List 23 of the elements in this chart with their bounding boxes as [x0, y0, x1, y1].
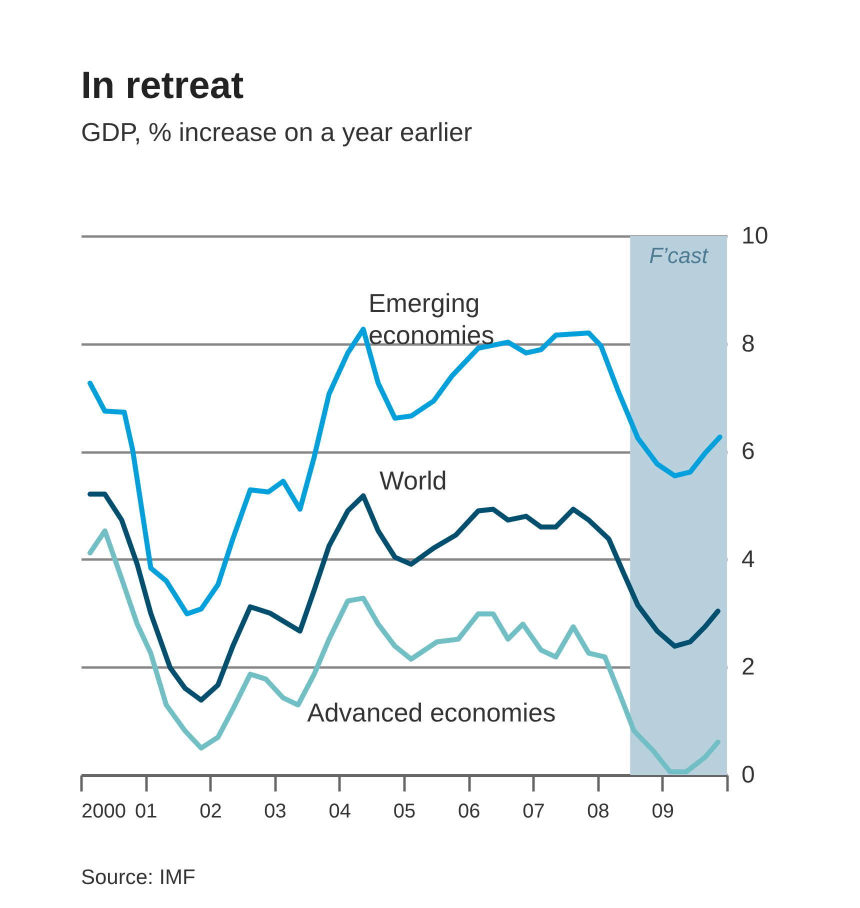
- x-tick-label: 01: [134, 800, 158, 822]
- x-tick-label: 2000: [82, 800, 126, 822]
- y-tick-label: 6: [742, 438, 755, 466]
- source-note: Source: IMF: [81, 866, 196, 889]
- series-label: Advanced economies: [307, 697, 556, 728]
- y-tick-label: 2: [742, 654, 755, 681]
- y-tick-label: 8: [742, 330, 755, 358]
- y-tick-label: 0: [742, 762, 755, 788]
- series-label: Emerging economies: [368, 288, 494, 350]
- x-tick-label: 06: [458, 800, 480, 822]
- chart-title: In retreat: [81, 65, 244, 107]
- series-label: World: [379, 466, 447, 496]
- x-tick-label: 02: [200, 800, 222, 822]
- y-tick-label: 4: [742, 546, 755, 573]
- x-tick-label: 03: [264, 800, 286, 822]
- chart-subtitle: GDP, % increase on a year earlier: [81, 117, 472, 147]
- band-label: F’cast: [649, 243, 709, 268]
- x-tick-label: 07: [522, 800, 545, 822]
- x-tick-label: 09: [652, 800, 674, 822]
- y-tick-label: 10: [742, 222, 768, 250]
- x-tick-label: 05: [393, 800, 416, 822]
- x-tick-label: 08: [587, 800, 610, 822]
- x-tick-label: 04: [328, 800, 352, 822]
